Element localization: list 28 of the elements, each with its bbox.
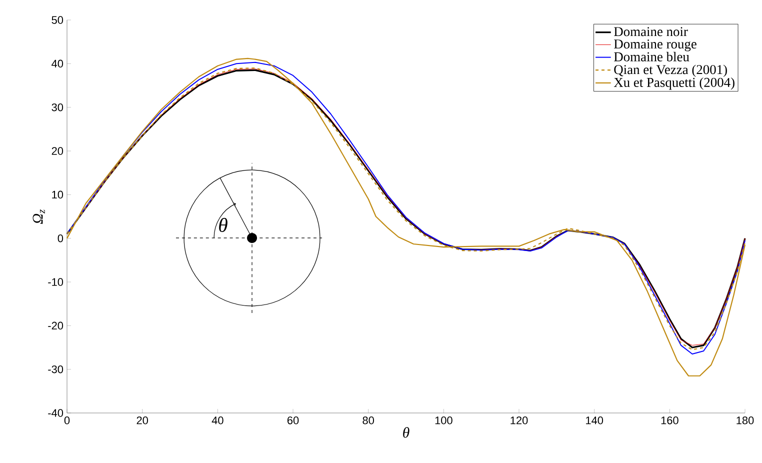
x-tick-label: 0 [64, 416, 70, 424]
x-tick-label: 180 [736, 416, 754, 424]
y-tick-label: 20 [52, 147, 64, 155]
y-tick-label: -40 [48, 409, 64, 417]
y-tick-label: -10 [48, 278, 64, 286]
y-tick-label: -20 [48, 322, 64, 330]
x-tick-label: 160 [661, 416, 678, 424]
x-tick-label: 40 [212, 416, 224, 424]
legend-label: Domaine rouge [614, 39, 696, 52]
x-tick-label: 80 [362, 416, 374, 424]
y-tick-label: 50 [52, 16, 64, 24]
x-tick-label: 60 [287, 416, 299, 424]
x-axis-title: θ [403, 427, 410, 438]
x-tick-label: 20 [136, 416, 148, 424]
x-tick-label: 120 [510, 416, 528, 424]
legend-label: Domaine bleu [614, 52, 690, 62]
legend-label: Xu et Pasquetti (2004) [614, 78, 734, 90]
y-tick-label: 30 [52, 103, 64, 112]
legend-label: Domaine noir [614, 27, 688, 36]
y-tick-label: 0 [58, 234, 64, 242]
y-axis-title: Ω$_{z}$ [32, 209, 45, 224]
y-tick-label: -30 [48, 365, 64, 374]
x-tick-label: 140 [586, 416, 604, 424]
y-tick-label: 10 [52, 190, 64, 199]
y-tick-label: 40 [52, 60, 64, 68]
legend-label: Qian et Vezza (2001) [614, 64, 727, 77]
x-tick-label: 100 [435, 416, 452, 424]
annotation: θ [219, 218, 228, 232]
